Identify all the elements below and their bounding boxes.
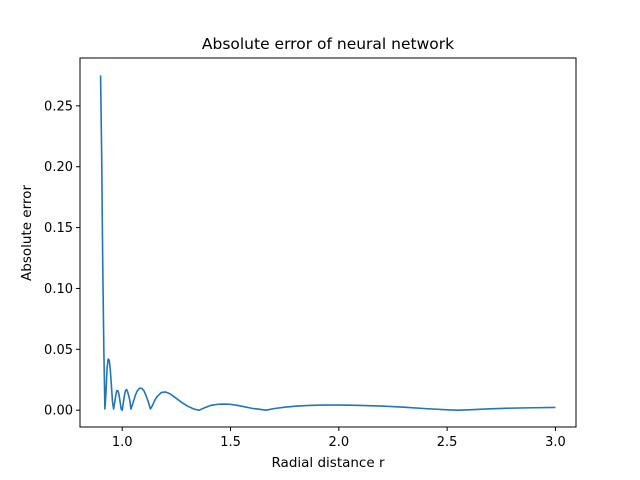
y-tick-label: 0.05 — [44, 343, 73, 358]
x-tick-label: 3.0 — [545, 435, 566, 450]
x-tick-label: 1.0 — [112, 435, 133, 450]
y-tick-label: 0.10 — [44, 282, 73, 297]
x-axis-label: Radial distance r — [271, 455, 384, 471]
x-axis-ticks: 1.0 1.5 2.0 2.5 3.0 — [112, 427, 566, 450]
x-tick-label: 2.0 — [328, 435, 349, 450]
y-axis-label: Absolute error — [19, 185, 35, 281]
y-axis-ticks: 0.00 0.05 0.10 0.15 0.20 0.25 — [44, 99, 80, 419]
y-tick-label: 0.25 — [44, 99, 73, 114]
series-layer — [99, 75, 556, 412]
y-tick-label: 0.20 — [44, 160, 73, 175]
plot-frame — [79, 57, 577, 428]
x-tick-label: 1.5 — [220, 435, 241, 450]
series-line — [99, 75, 556, 412]
y-tick-label: 0.00 — [44, 404, 73, 419]
x-tick-label: 2.5 — [437, 435, 458, 450]
chart-title: Absolute error of neural network — [202, 35, 454, 53]
y-tick-label: 0.15 — [44, 221, 73, 236]
